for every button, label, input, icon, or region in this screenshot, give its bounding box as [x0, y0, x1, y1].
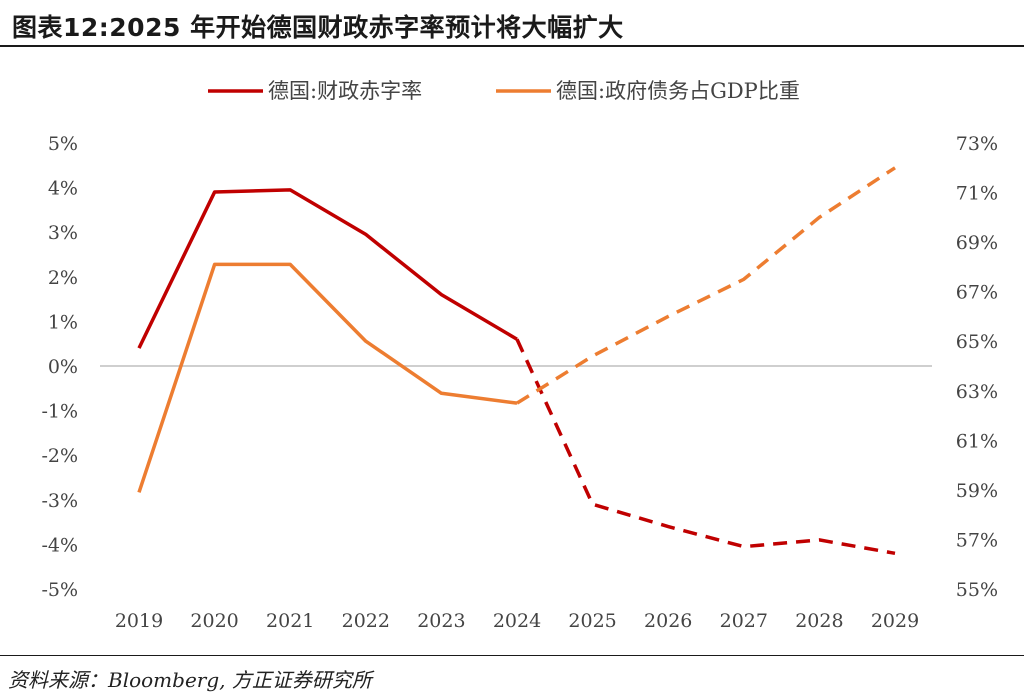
series-lines [137, 166, 896, 556]
right-tick-label: 55% [956, 579, 998, 601]
legend: 德国:财政赤字率 德国:政府债务占GDP比重 [208, 79, 800, 103]
left-tick-label: 2% [48, 267, 78, 289]
x-tick-label: 2019 [115, 610, 163, 632]
x-tick-label: 2027 [720, 610, 768, 632]
line-chart: 德国:财政赤字率 德国:政府债务占GDP比重 5% 4% 3% 2% 1% 0% -1% -2%… [41, 79, 998, 632]
x-tick-label: 2022 [342, 610, 390, 632]
x-tick-label: 2025 [568, 610, 616, 632]
legend-label: 德国:政府债务占GDP比重 [556, 79, 800, 103]
series-line-actual-1 [137, 262, 518, 493]
left-tick-label: -4% [41, 534, 78, 556]
x-tick-label: 2024 [493, 610, 541, 632]
left-axis: 5% 4% 3% 2% 1% 0% -1% -2% -3% -4% -5% [41, 133, 78, 601]
right-tick-label: 71% [956, 183, 998, 205]
left-tick-label: -1% [41, 401, 78, 423]
title-divider [0, 45, 1024, 47]
series-line-forecast-0 [515, 338, 896, 556]
left-tick-label: -3% [41, 490, 78, 512]
source-note: 资料来源：Bloomberg, 方正证券研究所 [8, 668, 372, 692]
series-line-actual-0 [137, 188, 518, 349]
x-tick-label: 2021 [266, 610, 314, 632]
left-tick-label: 5% [48, 133, 78, 155]
right-tick-label: 61% [956, 430, 998, 452]
right-axis: 73% 71% 69% 67% 65% 63% 61% 59% 57% 55% [956, 133, 998, 601]
x-tick-label: 2020 [190, 610, 238, 632]
left-tick-label: 0% [48, 356, 78, 378]
chart-title: 图表12:2025 年开始德国财政赤字率预计将大幅扩大 [12, 13, 624, 42]
left-tick-label: 3% [48, 222, 78, 244]
left-tick-label: -5% [41, 579, 78, 601]
x-tick-label: 2023 [417, 610, 465, 632]
x-tick-label: 2028 [795, 610, 843, 632]
right-tick-label: 69% [956, 232, 998, 254]
left-tick-label: 4% [48, 178, 78, 200]
source-divider [0, 655, 1024, 656]
left-tick-label: 1% [48, 311, 78, 333]
left-tick-label: -2% [41, 445, 78, 467]
x-tick-label: 2029 [871, 610, 919, 632]
x-axis: 2019 2020 2021 2022 2023 2024 2025 2026 2027 2028… [100, 365, 932, 632]
series-line-forecast-1 [516, 166, 896, 405]
right-tick-label: 65% [956, 331, 998, 353]
right-tick-label: 63% [956, 381, 998, 403]
x-tick-label: 2026 [644, 610, 692, 632]
right-tick-label: 73% [956, 133, 998, 155]
right-tick-label: 59% [956, 480, 998, 502]
legend-label: 德国:财政赤字率 [268, 79, 422, 103]
right-tick-label: 57% [956, 529, 998, 551]
right-tick-label: 67% [956, 282, 998, 304]
